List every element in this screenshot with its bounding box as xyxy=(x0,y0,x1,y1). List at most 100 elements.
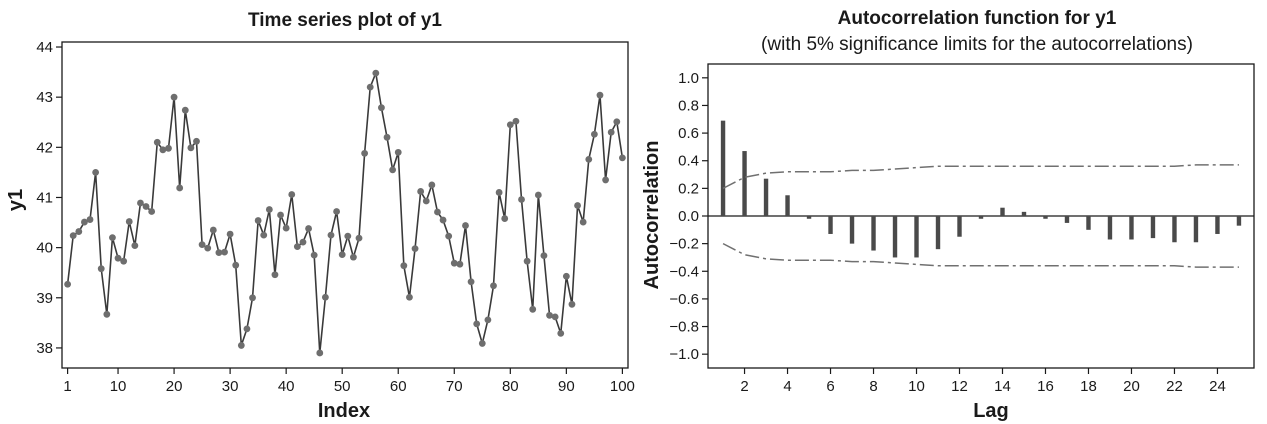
data-point xyxy=(613,118,621,126)
acf-bar xyxy=(978,216,984,219)
acf-bar xyxy=(1129,216,1134,240)
data-point xyxy=(125,218,133,225)
data-point xyxy=(86,216,94,223)
data-point xyxy=(445,232,453,240)
y-tick-label: −0.4 xyxy=(669,263,699,280)
acf-bar xyxy=(720,120,726,216)
y-tick-label: 39 xyxy=(36,290,53,307)
y-tick-label: 44 xyxy=(36,39,53,56)
y-tick-label: −0.2 xyxy=(669,236,699,253)
data-point xyxy=(64,280,72,288)
data-point xyxy=(209,226,217,234)
x-tick-label: 22 xyxy=(1166,378,1183,395)
acf-subtitle: (with 5% significance limits for the aut… xyxy=(761,34,1193,55)
data-point xyxy=(299,238,307,246)
data-point xyxy=(618,154,626,162)
data-point xyxy=(221,248,228,256)
time-series-y-ticks: 38 39 40 41 42 43 44 xyxy=(36,39,62,357)
data-point xyxy=(109,234,116,242)
x-tick-label: 14 xyxy=(994,378,1011,395)
data-point xyxy=(400,262,408,270)
y-tick-label: 38 xyxy=(36,340,53,357)
data-point xyxy=(585,155,593,163)
y-tick-label: 0.8 xyxy=(678,97,699,114)
data-point xyxy=(574,202,581,209)
data-point xyxy=(114,254,122,262)
data-point xyxy=(338,251,346,259)
data-point xyxy=(406,293,413,301)
acf-bar xyxy=(742,151,747,216)
data-point xyxy=(417,188,425,195)
data-point xyxy=(579,218,587,226)
data-point xyxy=(137,199,144,207)
data-point xyxy=(518,196,525,203)
data-point xyxy=(277,211,284,219)
data-point xyxy=(103,310,111,318)
data-point xyxy=(293,243,301,251)
acf-bar xyxy=(828,216,833,234)
time-series-plot-area xyxy=(61,41,629,369)
data-point xyxy=(215,249,223,257)
data-point xyxy=(243,325,251,333)
data-point xyxy=(321,293,329,301)
x-tick-label: 30 xyxy=(222,378,239,395)
data-point xyxy=(467,278,475,286)
data-point xyxy=(428,181,436,189)
acf-bar xyxy=(1086,216,1091,230)
data-point xyxy=(534,191,542,199)
acf-bars xyxy=(720,120,1242,258)
data-point xyxy=(439,216,447,224)
data-point xyxy=(523,257,531,265)
data-point xyxy=(142,203,150,210)
data-point xyxy=(170,93,178,101)
y-tick-label: 41 xyxy=(36,189,53,206)
x-tick-label: 8 xyxy=(869,378,877,395)
data-point xyxy=(383,133,391,141)
x-tick-label: 50 xyxy=(334,378,351,395)
data-point xyxy=(372,69,380,77)
data-point xyxy=(75,228,83,235)
data-point xyxy=(327,231,335,239)
data-point xyxy=(204,244,212,252)
acf-bar xyxy=(1215,216,1220,234)
time-series-y-label: y1 xyxy=(5,189,27,211)
acf-bar xyxy=(935,216,941,250)
data-point xyxy=(193,137,200,145)
data-point xyxy=(226,230,234,238)
x-tick-label: 4 xyxy=(783,378,791,395)
data-point xyxy=(187,144,195,152)
data-point xyxy=(562,272,570,280)
data-point xyxy=(176,184,184,192)
acf-bar xyxy=(1107,216,1113,240)
acf-bar xyxy=(806,216,812,219)
data-point xyxy=(310,251,318,259)
x-tick-label: 6 xyxy=(826,378,834,395)
acf-bar xyxy=(1064,216,1070,223)
acf-bar xyxy=(763,178,769,216)
x-tick-label: 1 xyxy=(63,378,71,395)
y-tick-label: 42 xyxy=(36,139,53,156)
acf-bar xyxy=(1043,216,1048,219)
acf-bar xyxy=(849,216,855,244)
acf-bar xyxy=(1000,207,1005,216)
acf-bar xyxy=(914,216,919,258)
data-point xyxy=(607,128,615,136)
series-line xyxy=(66,72,624,354)
data-point xyxy=(501,215,509,222)
x-tick-label: 12 xyxy=(951,378,968,395)
data-point xyxy=(265,206,273,213)
data-point xyxy=(456,260,464,268)
y-tick-label: −0.8 xyxy=(669,319,699,336)
x-tick-label: 70 xyxy=(446,378,463,395)
acf-chart: Autocorrelation function for y1 (with 5%… xyxy=(641,8,1255,422)
x-tick-label: 10 xyxy=(908,378,925,395)
acf-x-label: Lag xyxy=(973,400,1009,422)
time-series-series xyxy=(64,69,626,357)
lower-significance-limit xyxy=(722,242,1239,268)
data-point xyxy=(551,313,559,321)
x-tick-label: 80 xyxy=(502,378,519,395)
x-tick-label: 24 xyxy=(1209,378,1226,395)
data-point xyxy=(568,300,576,308)
time-series-x-ticks: 1 10 20 30 40 50 60 70 80 90 100 xyxy=(63,368,635,395)
